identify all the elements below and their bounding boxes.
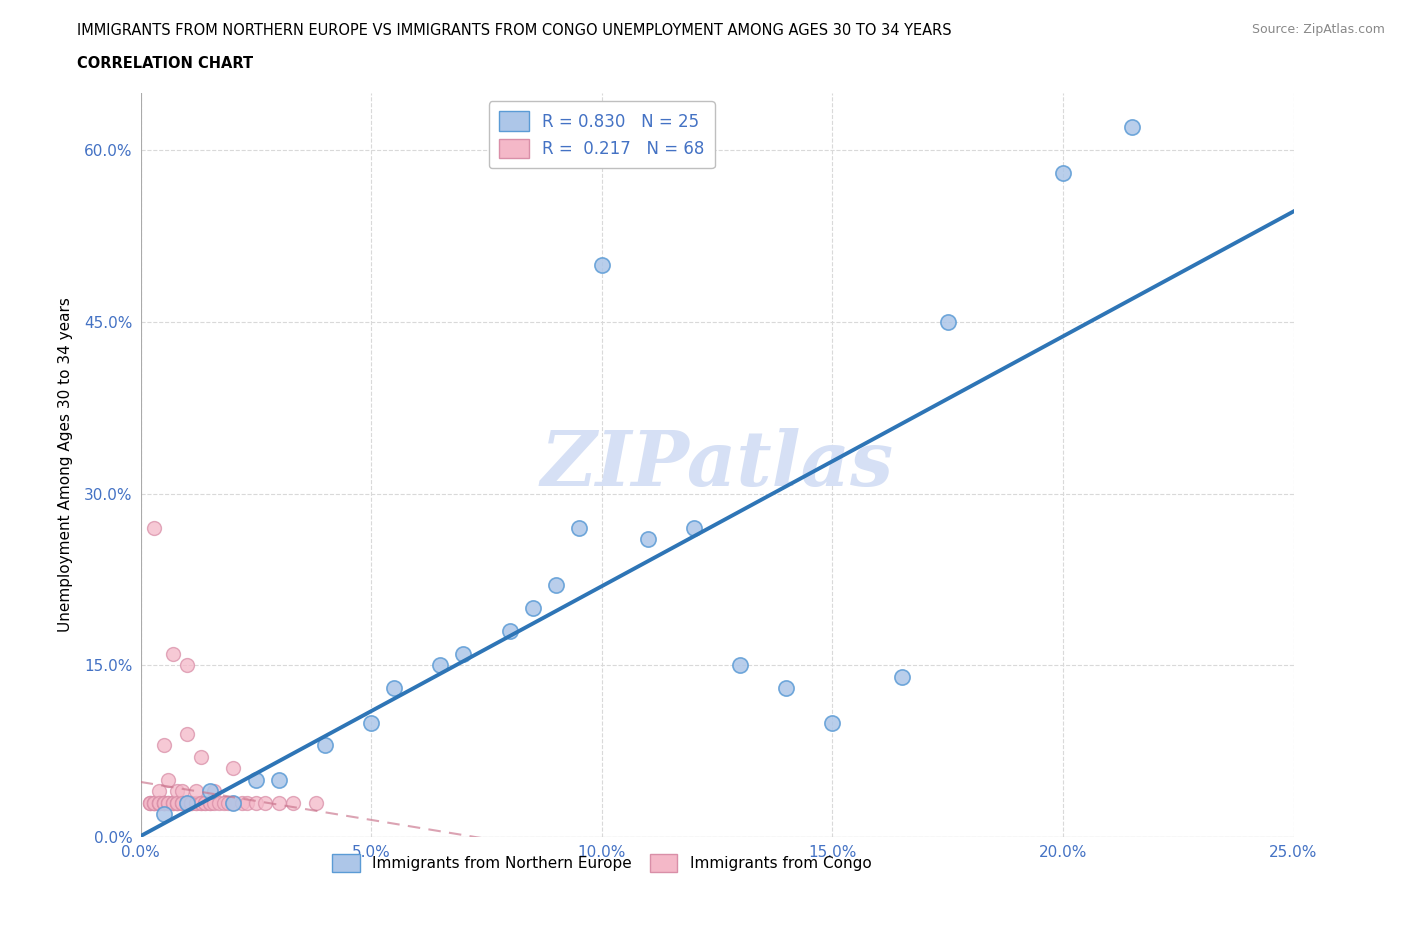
Point [267, 772, 290, 787]
Point [453, 646, 475, 661]
Point [180, 795, 202, 810]
Point [267, 795, 290, 810]
Point [190, 795, 212, 810]
Point [139, 795, 162, 810]
Point [166, 795, 188, 810]
Text: Source: ZipAtlas.com: Source: ZipAtlas.com [1251, 23, 1385, 36]
Point [157, 795, 180, 810]
Point [143, 795, 166, 810]
Point [775, 681, 797, 696]
Point [202, 784, 225, 799]
Point [198, 784, 221, 799]
Point [683, 521, 706, 536]
Point [890, 670, 912, 684]
Point [152, 795, 174, 810]
Point [382, 681, 405, 696]
Point [157, 795, 180, 810]
Point [176, 795, 198, 810]
Point [148, 795, 170, 810]
Point [202, 795, 225, 810]
Text: IMMIGRANTS FROM NORTHERN EUROPE VS IMMIGRANTS FROM CONGO UNEMPLOYMENT AMONG AGES: IMMIGRANTS FROM NORTHERN EUROPE VS IMMIG… [77, 23, 952, 38]
Legend: Immigrants from Northern Europe, Immigrants from Congo: Immigrants from Northern Europe, Immigra… [326, 848, 877, 878]
Point [180, 795, 202, 810]
Point [637, 532, 659, 547]
Point [498, 623, 520, 638]
Point [190, 795, 212, 810]
Point [190, 750, 212, 764]
Point [245, 772, 267, 787]
Point [157, 795, 180, 810]
Point [821, 715, 844, 730]
Point [245, 795, 267, 810]
Point [281, 795, 304, 810]
Point [143, 795, 166, 810]
Point [208, 795, 231, 810]
Point [522, 601, 544, 616]
Point [198, 795, 221, 810]
Point [217, 795, 239, 810]
Point [162, 795, 184, 810]
Point [148, 784, 170, 799]
Point [222, 795, 245, 810]
Point [194, 795, 217, 810]
Point [143, 795, 166, 810]
Point [184, 784, 207, 799]
Point [198, 795, 221, 810]
Point [235, 795, 257, 810]
Point [152, 795, 174, 810]
Point [172, 795, 194, 810]
Point [148, 795, 170, 810]
Point [143, 795, 166, 810]
Y-axis label: Unemployment Among Ages 30 to 34 years: Unemployment Among Ages 30 to 34 years [58, 298, 73, 632]
Point [568, 521, 591, 536]
Point [222, 761, 245, 776]
Point [143, 521, 166, 536]
Point [162, 795, 184, 810]
Point [152, 795, 174, 810]
Point [148, 795, 170, 810]
Point [936, 314, 959, 329]
Point [152, 806, 174, 821]
Point [148, 795, 170, 810]
Point [162, 795, 184, 810]
Point [184, 795, 207, 810]
Point [152, 795, 174, 810]
Point [728, 658, 751, 672]
Point [157, 772, 180, 787]
Text: CORRELATION CHART: CORRELATION CHART [77, 56, 253, 71]
Point [162, 646, 184, 661]
Point [1121, 120, 1143, 135]
Point [222, 795, 245, 810]
Point [544, 578, 567, 592]
Point [212, 795, 235, 810]
Point [176, 795, 198, 810]
Point [176, 726, 198, 741]
Point [172, 784, 194, 799]
Point [254, 795, 277, 810]
Point [194, 795, 217, 810]
Point [166, 795, 188, 810]
Point [176, 795, 198, 810]
Point [360, 715, 382, 730]
Point [166, 795, 188, 810]
Point [139, 795, 162, 810]
Point [314, 738, 336, 753]
Point [184, 795, 207, 810]
Point [231, 795, 253, 810]
Point [152, 738, 174, 753]
Point [176, 658, 198, 672]
Point [591, 258, 613, 272]
Point [172, 795, 194, 810]
Point [166, 795, 188, 810]
Text: ZIPatlas: ZIPatlas [540, 428, 894, 502]
Point [172, 795, 194, 810]
Point [1052, 166, 1074, 180]
Point [305, 795, 328, 810]
Point [176, 795, 198, 810]
Point [166, 784, 188, 799]
Point [180, 795, 202, 810]
Point [152, 795, 174, 810]
Point [429, 658, 451, 672]
Point [139, 795, 162, 810]
